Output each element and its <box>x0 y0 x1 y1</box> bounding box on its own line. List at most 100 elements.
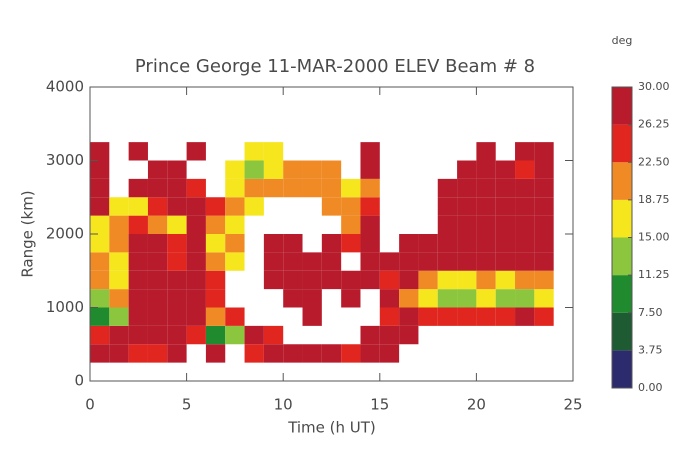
heatmap-cell <box>109 234 129 253</box>
heatmap-cell <box>399 234 419 253</box>
heatmap-cell <box>109 325 129 345</box>
heatmap-cell <box>244 160 264 179</box>
heatmap-cell <box>225 234 245 253</box>
heatmap-cell <box>457 234 477 253</box>
heatmap-cell <box>90 215 110 234</box>
heatmap-cell <box>321 270 342 290</box>
heatmap-cell <box>225 325 245 345</box>
heatmap-cell <box>90 344 110 363</box>
colorbar-tick-label: 30.00 <box>638 80 670 93</box>
heatmap-cell <box>109 307 129 326</box>
heatmap-cell <box>534 289 554 308</box>
heatmap-cell <box>302 252 322 271</box>
heatmap-cell <box>167 178 187 198</box>
heatmap-cell <box>167 344 187 363</box>
heatmap-cell <box>128 142 148 161</box>
heatmap-cell <box>186 307 206 326</box>
heatmap-cell <box>186 142 206 161</box>
heatmap-cell <box>341 289 361 308</box>
heatmap-cell <box>495 215 516 234</box>
heatmap-cell <box>167 307 187 326</box>
heatmap-cell <box>147 270 168 290</box>
heatmap-cell <box>321 197 342 216</box>
heatmap-cell <box>399 325 419 345</box>
heatmap-cell <box>495 234 516 253</box>
heatmap-cell <box>321 234 342 253</box>
heatmap-cell <box>90 289 110 308</box>
x-tick-label: 0 <box>85 396 95 414</box>
x-tick-label: 10 <box>274 396 293 414</box>
heatmap-cell <box>457 289 477 308</box>
heatmap-cell <box>476 307 496 326</box>
heatmap-cell <box>263 344 284 363</box>
heatmap-cell <box>418 289 438 308</box>
heatmap-cell <box>360 215 380 234</box>
x-tick-label: 15 <box>370 396 389 414</box>
heatmap-cell <box>379 325 400 345</box>
heatmap-cell <box>167 160 187 179</box>
heatmap-cell <box>476 160 496 179</box>
heatmap-cell <box>90 197 110 216</box>
heatmap-cell <box>515 142 535 161</box>
heatmap-cell <box>167 197 187 216</box>
colorbar-tick-label: 7.50 <box>638 306 663 319</box>
heatmap-cell <box>379 289 400 308</box>
heatmap-cell <box>495 197 516 216</box>
heatmap-cell <box>457 252 477 271</box>
heatmap-cell <box>167 289 187 308</box>
heatmap-cell <box>418 307 438 326</box>
heatmap-cell <box>244 325 264 345</box>
heatmap-cell <box>360 160 380 179</box>
heatmap-cell <box>90 307 110 326</box>
heatmap-cell <box>534 178 554 198</box>
heatmap-cell <box>186 325 206 345</box>
heatmap-cell <box>244 197 264 216</box>
y-tick-label: 0 <box>74 372 84 390</box>
heatmap-cell <box>495 252 516 271</box>
heatmap-cell <box>495 270 516 290</box>
heatmap-cell <box>457 270 477 290</box>
heatmap-cell <box>90 234 110 253</box>
heatmap-cell <box>418 270 438 290</box>
heatmap-cell <box>534 252 554 271</box>
heatmap-cell <box>360 142 380 161</box>
heatmap-cell <box>90 252 110 271</box>
heatmap-cell <box>263 142 284 161</box>
heatmap-cell <box>437 178 458 198</box>
heatmap-cell <box>147 307 168 326</box>
heatmap-cell <box>360 234 380 253</box>
y-tick-label: 2000 <box>46 225 84 243</box>
heatmap-cell <box>534 142 554 161</box>
heatmap-cell <box>360 178 380 198</box>
heatmap-cell <box>128 325 148 345</box>
heatmap-cell <box>534 234 554 253</box>
heatmap-cell <box>205 197 226 216</box>
y-tick-label: 3000 <box>46 151 84 169</box>
heatmap-cell <box>244 142 264 161</box>
heatmap-cell <box>205 270 226 290</box>
heatmap-cell <box>457 160 477 179</box>
heatmap-cell <box>457 178 477 198</box>
heatmap-cell <box>205 307 226 326</box>
colorbar-swatch <box>612 237 632 276</box>
heatmap-cell <box>205 234 226 253</box>
heatmap-cell <box>128 215 148 234</box>
heatmap-cell <box>147 197 168 216</box>
heatmap-cell <box>399 270 419 290</box>
heatmap-cell <box>534 215 554 234</box>
heatmap-cell <box>244 178 264 198</box>
heatmap-cell <box>457 215 477 234</box>
heatmap-cell <box>379 307 400 326</box>
heatmap-cell <box>283 344 303 363</box>
colorbar-tick-label: 11.25 <box>638 268 670 281</box>
heatmap-cell <box>302 178 322 198</box>
heatmap-cell <box>437 197 458 216</box>
chart-title: Prince George 11-MAR-2000 ELEV Beam # 8 <box>135 56 535 77</box>
heatmap-cell <box>379 270 400 290</box>
colorbar-swatch <box>612 350 632 388</box>
heatmap-cell <box>225 160 245 179</box>
y-tick-label: 4000 <box>46 78 84 96</box>
heatmap-cell <box>457 197 477 216</box>
heatmap-cell <box>263 252 284 271</box>
heatmap-cell <box>205 215 226 234</box>
